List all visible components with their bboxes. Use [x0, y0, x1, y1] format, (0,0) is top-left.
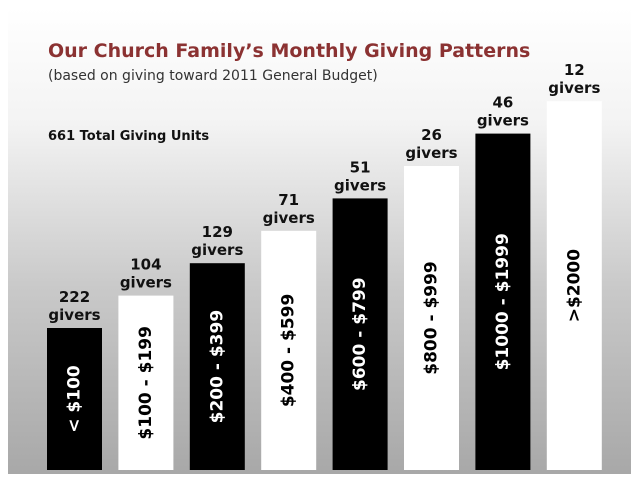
giver-unit: givers — [334, 176, 386, 194]
bar — [189, 263, 245, 470]
range-label: $1000 - $1999 — [493, 233, 513, 370]
bar — [404, 166, 459, 470]
giver-count: 12 — [564, 61, 585, 79]
range-label: $600 - $799 — [350, 277, 370, 391]
giver-count: 71 — [278, 191, 299, 209]
bar — [475, 133, 531, 470]
giver-count: 104 — [130, 256, 161, 274]
bar — [261, 230, 317, 470]
bar — [118, 295, 174, 470]
giver-unit: givers — [405, 144, 457, 162]
giver-count: 222 — [59, 288, 90, 306]
range-label: $100 - $199 — [136, 326, 156, 440]
range-label: $200 - $399 — [207, 310, 227, 424]
bar — [332, 198, 388, 470]
range-label: < $100 — [65, 365, 85, 433]
giver-unit: givers — [120, 274, 172, 292]
giver-unit: givers — [191, 241, 243, 259]
bar — [546, 101, 602, 470]
giver-count: 129 — [202, 223, 233, 241]
total-units: 661 Total Giving Units — [48, 129, 209, 144]
giver-count: 46 — [492, 94, 513, 112]
giver-unit: givers — [548, 79, 600, 97]
range-label: >$2000 — [564, 249, 584, 323]
bar — [47, 328, 102, 470]
range-label: $400 - $599 — [279, 294, 299, 408]
subtitle: (based on giving toward 2011 General Bud… — [48, 68, 378, 84]
title: Our Church Family’s Monthly Giving Patte… — [48, 40, 530, 62]
giver-unit: givers — [477, 112, 529, 130]
giver-unit: givers — [48, 306, 100, 324]
giver-count: 26 — [421, 126, 442, 144]
range-label: $800 - $999 — [422, 261, 442, 375]
giver-unit: givers — [263, 209, 315, 227]
giver-count: 51 — [350, 158, 371, 176]
